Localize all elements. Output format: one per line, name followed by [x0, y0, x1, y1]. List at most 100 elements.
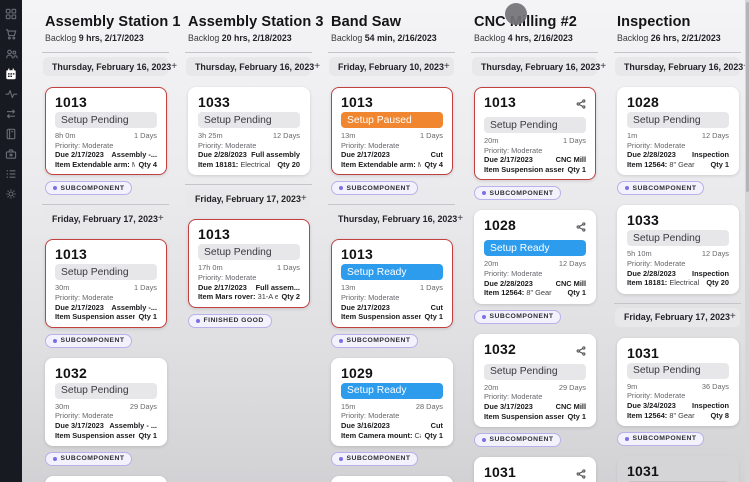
due-date: Due 3/17/2023: [55, 422, 104, 431]
item: Item 12564: 8" Gear: [627, 411, 695, 420]
job-card[interactable]: 1013 Setup Pending 8h 0m 1 Days Priority:…: [45, 87, 167, 176]
share-icon[interactable]: [576, 219, 586, 237]
settings-icon[interactable]: [4, 188, 18, 200]
quantity: Qty 1: [567, 288, 586, 298]
add-job-icon[interactable]: +: [443, 60, 450, 72]
add-job-icon[interactable]: +: [457, 212, 464, 224]
item: Item Mars rover: 31-A enh...: [198, 293, 278, 302]
job-card[interactable]: 1013 Setup Ready 13m 1 Days Priority: Mod…: [331, 239, 453, 328]
type-tag: SUBCOMPONENT: [617, 431, 705, 446]
job-card[interactable]: 1013 Setup Pending 30m 1 Days Priority: M…: [45, 239, 167, 328]
operation: Assembly -...: [111, 150, 157, 160]
status-badge: Setup Ready: [341, 382, 443, 399]
type-tag: SUBCOMPONENT: [45, 181, 133, 196]
group-divider: [328, 52, 455, 53]
job-card[interactable]: 1031 Setup Pending 9m 36 Days Priority: M…: [617, 337, 739, 426]
date-group-header: Friday, February 10, 2023 +: [329, 57, 454, 76]
job-id: 1013: [484, 94, 516, 110]
job-card[interactable]: 1013 Setup Pending 17h 0m 1 Days Priority…: [188, 219, 310, 308]
job-id: 1013: [341, 246, 373, 263]
lane-title: Inspection: [617, 14, 691, 30]
operation: Assembly -...: [111, 302, 157, 312]
operation: Cut: [430, 421, 443, 431]
type-tag: SUBCOMPONENT: [617, 181, 705, 196]
toolbox-icon[interactable]: [4, 148, 18, 160]
type-tag: SUBCOMPONENT: [474, 309, 562, 324]
job-id: 1031: [627, 462, 659, 479]
duration: 1m: [627, 132, 638, 140]
grid-icon[interactable]: [4, 8, 18, 20]
transfer-icon[interactable]: [4, 108, 18, 120]
due-date: Due 2/17/2023: [341, 303, 390, 312]
scrollbar-thumb[interactable]: [746, 2, 749, 192]
job-id: 1013: [55, 94, 87, 110]
status-badge: Setup Pending: [55, 382, 157, 399]
lane-title: Assembly Station 1: [45, 14, 181, 30]
job-card[interactable]: 1031 Setup Ready 2h 40m36 Days Priority:…: [474, 456, 596, 482]
job-card[interactable]: 1031 Setup Pending: [45, 475, 167, 482]
cart-icon[interactable]: [4, 28, 18, 40]
job-card[interactable]: 1032 Setup Pending 20m 29 Days Priority: …: [474, 333, 596, 427]
type-tag: SUBCOMPONENT: [331, 333, 419, 348]
lane-backlog: Backlog 4 hrs, 2/16/2023: [474, 33, 573, 43]
job-card[interactable]: 1033 Setup Pending 5h 10m 12 Days Priorit…: [617, 205, 739, 294]
job-card[interactable]: 1031 Setup Pending 15m36 Days Priority: …: [617, 455, 739, 482]
add-job-icon[interactable]: +: [157, 212, 164, 224]
operation: Inspection: [692, 268, 729, 278]
job-card[interactable]: 1032 Setup Ready: [331, 475, 453, 482]
due-date: Due 2/28/2023: [627, 151, 676, 160]
item: Item 12564: 8" Gear: [627, 161, 695, 170]
share-icon[interactable]: [576, 343, 586, 361]
job-id: 1032: [484, 340, 516, 357]
duration: 30m: [55, 284, 70, 293]
type-tag: SUBCOMPONENT: [474, 432, 562, 447]
activity-icon[interactable]: [4, 88, 18, 100]
lead-days: 36 Days: [701, 381, 729, 391]
add-job-icon[interactable]: +: [600, 60, 607, 72]
quantity: Qty 20: [277, 160, 300, 170]
calendar-icon[interactable]: [4, 68, 18, 80]
share-icon[interactable]: [576, 96, 586, 114]
status-badge: Setup Pending: [484, 363, 586, 380]
job-card[interactable]: 1033 Setup Pending 3h 25m 12 Days Priorit…: [188, 87, 310, 176]
job-card[interactable]: 1028 Setup Ready 20m 12 Days Priority: Mo…: [474, 210, 596, 304]
status-badge: Setup Pending: [627, 480, 729, 482]
group-divider: [328, 204, 455, 206]
add-job-icon[interactable]: +: [729, 311, 736, 323]
operation: CNC Mill: [555, 402, 586, 412]
tag-dot-icon: [196, 318, 200, 323]
ledger-icon[interactable]: [4, 128, 18, 140]
add-job-icon[interactable]: +: [300, 192, 307, 204]
type-tag: FINISHED GOOD: [188, 313, 272, 328]
type-tag: SUBCOMPONENT: [331, 181, 419, 196]
item: Item 12564: 8" Gear: [484, 289, 552, 298]
tag-dot-icon: [339, 186, 343, 191]
due-date: Due 2/17/2023: [55, 303, 104, 312]
status-badge: Setup Ready: [484, 240, 586, 257]
users-icon[interactable]: [4, 48, 18, 60]
duration: 5h 10m: [627, 250, 652, 259]
job-card[interactable]: 1028 Setup Pending 1m 12 Days Priority: M…: [617, 87, 739, 176]
quantity: Qty 1: [424, 312, 443, 322]
add-job-icon[interactable]: +: [314, 60, 321, 72]
list-icon[interactable]: [4, 168, 18, 180]
group-divider: [614, 302, 741, 304]
group-divider: [42, 204, 169, 206]
schedule-board: Assembly Station 1 Backlog 9 hrs, 2/17/2…: [22, 0, 750, 482]
job-card[interactable]: 1029 Setup Ready 15m 28 Days Priority: Mo…: [331, 357, 453, 446]
item: Item Extendable arm: Multi...: [55, 161, 135, 170]
status-badge: Setup Pending: [55, 264, 157, 281]
lane-cnc-milling-2: CNC Milling #2 Backlog 4 hrs, 2/16/2023 …: [466, 0, 607, 482]
share-icon[interactable]: [576, 466, 586, 482]
job-card[interactable]: 1032 Setup Pending 30m 29 Days Priority: …: [45, 357, 167, 446]
add-job-icon[interactable]: +: [171, 60, 178, 72]
add-job-icon[interactable]: +: [743, 61, 745, 71]
item: Item Suspension assembly:...: [55, 431, 135, 440]
operation: Inspection: [692, 150, 729, 160]
group-divider: [614, 52, 741, 53]
job-card[interactable]: 1013 Setup Pending 20m 1 Days Priority: M…: [474, 87, 596, 181]
vertical-scrollbar[interactable]: [745, 0, 750, 482]
job-card[interactable]: 1013 Setup Paused 13m 1 Days Priority: Mo…: [331, 87, 453, 176]
group-divider: [471, 52, 598, 53]
priority: Priority: Moderate: [55, 412, 114, 421]
